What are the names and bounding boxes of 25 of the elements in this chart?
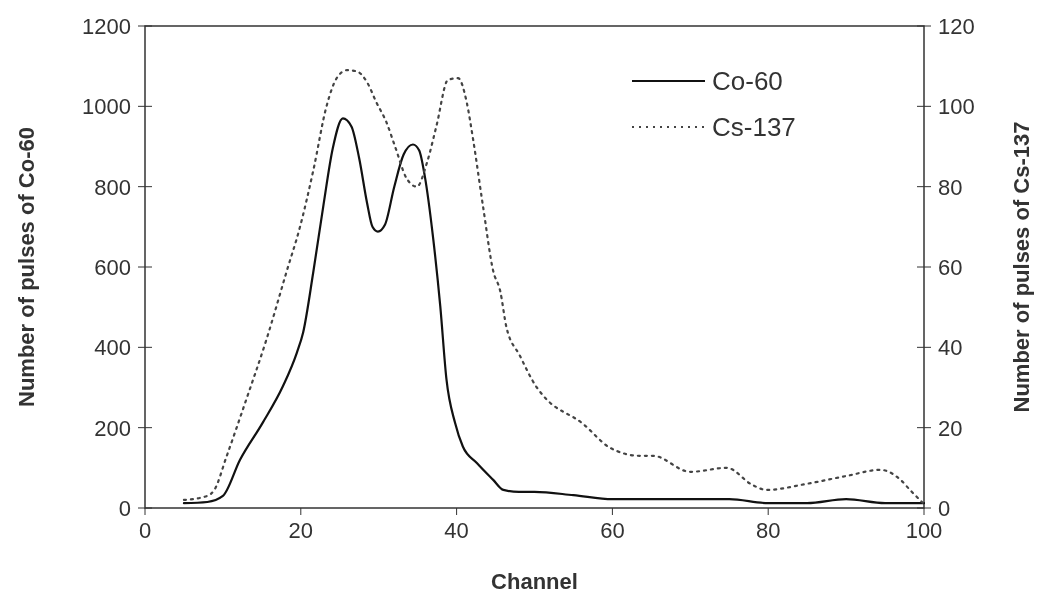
x-tick-label: 80 [755, 518, 781, 543]
x-tick-label: 100 [905, 518, 943, 543]
y2-tick-label: 120 [938, 14, 975, 39]
y-tick-label: 200 [94, 415, 131, 441]
y2-tick-label: 100 [938, 94, 975, 120]
y2-tick-label: 40 [938, 335, 963, 361]
y2-axis-title: Number of pulses of Cs-137 [1009, 121, 1034, 413]
y-tick-label: 1200 [82, 14, 131, 39]
x-axis-title: Channel [491, 569, 578, 594]
y2-tick-label: 80 [938, 174, 963, 200]
y-tick-label: 0 [118, 496, 131, 521]
x-tick-label: 20 [288, 518, 314, 543]
x-tick-label: 0 [138, 518, 152, 543]
x-tick-label: 40 [444, 518, 469, 543]
y-tick-label: 400 [94, 335, 131, 361]
y-tick-label: 1000 [82, 94, 131, 120]
y2-tick-label: 20 [938, 415, 963, 441]
y-tick-label: 800 [94, 174, 131, 200]
y-axis-title: Number of pulses of Co-60 [14, 127, 39, 407]
y2-tick-label: 0 [938, 496, 951, 521]
y-tick-label: 600 [94, 255, 131, 280]
legend-label: Cs-137 [712, 112, 796, 142]
y2-tick-label: 60 [938, 255, 963, 280]
legend-label: Co-60 [712, 66, 783, 96]
x-tick-label: 60 [600, 518, 625, 543]
